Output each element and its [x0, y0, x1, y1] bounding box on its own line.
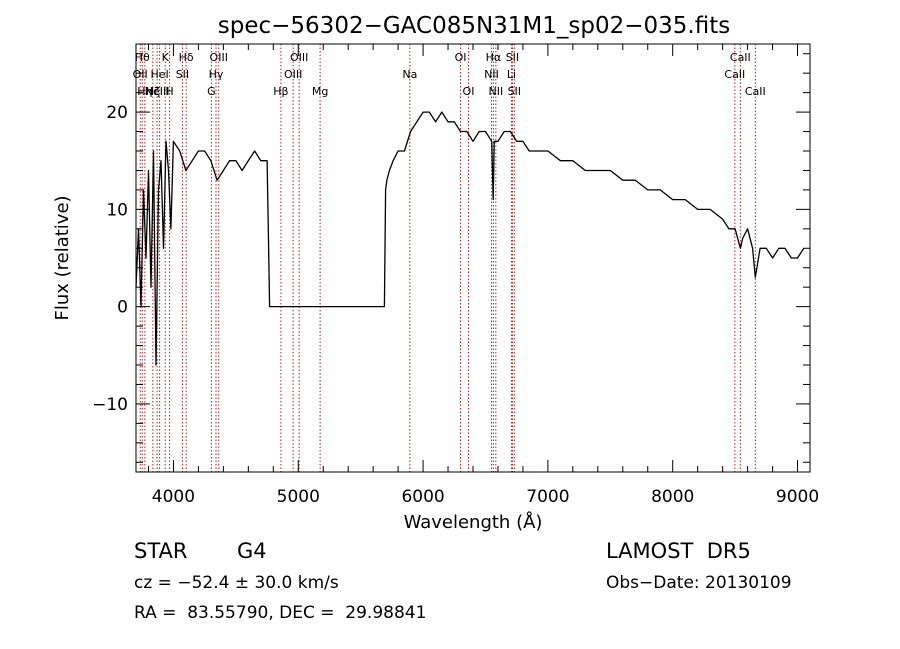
spectral-line-markers	[139, 44, 756, 472]
line-marker-label: Li	[507, 68, 516, 81]
plot-frame	[135, 43, 811, 473]
line-marker-label: OI	[463, 85, 475, 98]
line-marker-label: Hη	[137, 85, 152, 98]
line-marker-label: SII	[176, 68, 189, 81]
line-marker-label: G	[207, 85, 216, 98]
line-marker-label: Hβ	[273, 85, 288, 98]
x-tick-label: 8000	[651, 487, 694, 507]
y-tick-label: −10	[92, 395, 128, 415]
line-marker-label: OIII	[210, 51, 228, 64]
line-marker-label: OIII	[284, 68, 302, 81]
line-marker-label: K	[162, 51, 170, 64]
x-tick-label: 5000	[277, 487, 320, 507]
line-marker-label: SII	[508, 85, 521, 98]
object-class: STAR	[134, 539, 188, 563]
object-subclass: G4	[237, 539, 267, 563]
line-marker-label: Hα	[486, 51, 502, 64]
line-marker-label: NeIII	[145, 85, 170, 98]
redshift-velocity: cz = −52.4 ± 30.0 km/s	[134, 573, 339, 593]
y-axis: −10 0 10 20	[92, 53, 810, 463]
x-tick-label: 4000	[152, 487, 195, 507]
y-tick-label: 10	[106, 200, 128, 220]
line-marker-label: CaII	[724, 68, 745, 81]
line-marker-label: Na	[402, 68, 417, 81]
x-axis: 4000 5000 6000 7000 8000 9000	[147, 44, 819, 507]
x-tick-label: 6000	[401, 487, 444, 507]
sky-coordinates: RA = 83.55790, DEC = 29.98841	[134, 603, 427, 623]
x-axis-label: Wavelength (Å)	[404, 511, 543, 533]
line-marker-label: OIII	[290, 51, 308, 64]
line-marker-label: OII	[133, 68, 148, 81]
line-marker-label: CaII	[745, 85, 766, 98]
line-marker-label: CaII	[730, 51, 751, 64]
line-marker-label: NII	[488, 85, 503, 98]
x-tick-label: 9000	[776, 487, 819, 507]
y-tick-label: 0	[117, 298, 128, 318]
y-tick-label: 20	[106, 103, 128, 123]
line-marker-label: Mg	[312, 85, 328, 98]
line-marker-label: Hγ	[209, 68, 224, 81]
line-marker-label: HeI	[150, 68, 168, 81]
line-marker-label: OI	[455, 51, 467, 64]
spectral-line-labels: OIIHθHηHζNeIIIHeIKHSIIHδGHγOIIIHβOIIIOII…	[133, 51, 766, 98]
x-tick-label: 7000	[526, 487, 569, 507]
line-marker-label: H	[165, 85, 173, 98]
chart-title: spec−56302−GAC085N31M1_sp02−035.fits	[218, 13, 730, 39]
spectrum-line	[135, 111, 805, 366]
line-marker-label: SII	[506, 51, 519, 64]
survey-name: LAMOST DR5	[606, 539, 751, 563]
observation-date: Obs−Date: 20130109	[606, 573, 792, 593]
y-axis-label: Flux (relative)	[52, 195, 73, 320]
line-marker-label: Hζ	[146, 85, 160, 98]
line-marker-label: Hθ	[135, 51, 150, 64]
line-marker-label: Hδ	[179, 51, 194, 64]
line-marker-label: NII	[484, 68, 499, 81]
